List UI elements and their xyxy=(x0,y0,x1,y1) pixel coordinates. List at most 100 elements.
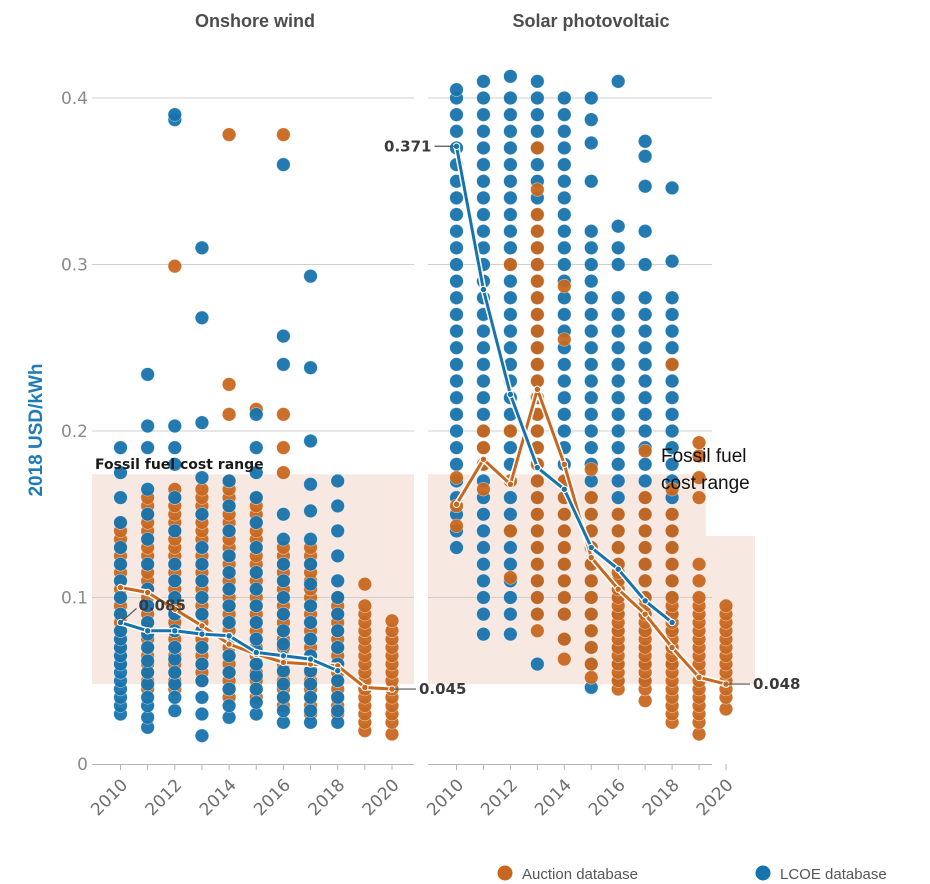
data-point xyxy=(530,557,545,572)
data-point xyxy=(664,180,680,196)
data-point xyxy=(584,407,599,422)
data-point xyxy=(611,457,626,472)
data-point xyxy=(222,407,237,422)
data-point xyxy=(476,107,491,122)
trend-point xyxy=(198,622,206,630)
data-point xyxy=(303,615,318,630)
data-point xyxy=(476,373,491,389)
trend-point xyxy=(225,632,233,640)
data-point xyxy=(557,307,572,322)
trend-point xyxy=(306,655,315,663)
x-tick-label: 2016 xyxy=(585,775,630,820)
data-point xyxy=(638,340,653,355)
data-point xyxy=(303,269,318,284)
data-point xyxy=(530,140,545,156)
data-point xyxy=(638,390,653,405)
data-point xyxy=(303,557,318,572)
data-point xyxy=(222,665,237,680)
data-point xyxy=(222,523,237,539)
data-point xyxy=(449,470,464,485)
data-point xyxy=(584,590,599,605)
data-point xyxy=(584,440,599,455)
data-point xyxy=(140,507,155,522)
annotation-label: 0.371 xyxy=(384,137,431,155)
data-point xyxy=(530,607,545,622)
data-point xyxy=(503,324,518,339)
y-tick-label: 0.4 xyxy=(61,89,88,109)
x-tick-label: 2020 xyxy=(693,775,738,820)
trend-point xyxy=(506,390,515,399)
fossil-band-layer xyxy=(92,474,755,685)
trend-point xyxy=(506,480,515,488)
data-point xyxy=(584,373,599,389)
data-point xyxy=(503,290,518,305)
data-point xyxy=(503,340,518,355)
data-point xyxy=(194,690,210,705)
x-tick-label: 2012 xyxy=(477,775,522,820)
data-point xyxy=(249,407,264,422)
data-point xyxy=(664,324,680,339)
data-point xyxy=(664,573,680,588)
trend-point xyxy=(171,605,179,613)
data-point xyxy=(449,124,464,139)
data-point xyxy=(664,507,680,522)
data-point xyxy=(476,423,491,439)
data-point xyxy=(530,590,545,605)
trend-point xyxy=(479,285,488,294)
trend-point xyxy=(143,627,152,635)
data-point xyxy=(584,135,599,151)
data-point xyxy=(330,590,345,605)
data-point xyxy=(357,577,372,592)
data-point xyxy=(303,632,318,647)
data-point xyxy=(557,523,572,539)
data-point xyxy=(530,490,545,505)
data-point xyxy=(167,418,182,434)
data-point xyxy=(503,224,518,239)
trend-point xyxy=(533,385,542,394)
data-point xyxy=(638,407,653,422)
data-point xyxy=(476,407,491,422)
data-point xyxy=(194,728,210,743)
data-point xyxy=(638,457,653,472)
data-point xyxy=(503,257,518,272)
y-axis-label: 2018 USD/kWh xyxy=(26,363,47,496)
data-point xyxy=(638,134,653,149)
data-point xyxy=(449,440,464,455)
data-point xyxy=(249,465,264,480)
data-point xyxy=(249,540,264,555)
data-point xyxy=(584,423,599,439)
data-point xyxy=(276,357,291,372)
data-point xyxy=(276,532,291,547)
data-point xyxy=(530,324,545,339)
data-point xyxy=(503,490,518,505)
data-point xyxy=(113,540,128,555)
data-point xyxy=(530,656,545,672)
data-point xyxy=(611,523,626,539)
data-point xyxy=(476,557,491,572)
data-point xyxy=(303,676,318,692)
data-point xyxy=(557,224,572,239)
data-point xyxy=(530,124,545,139)
data-point xyxy=(276,507,291,522)
data-point xyxy=(303,503,318,519)
data-point xyxy=(611,490,626,505)
legend-swatch xyxy=(497,865,513,881)
data-point xyxy=(476,74,491,89)
data-point xyxy=(530,357,545,372)
data-point xyxy=(530,423,545,439)
fossil-range-label-solar-line2: cost range xyxy=(661,473,750,494)
data-point xyxy=(664,390,680,405)
data-point xyxy=(140,532,155,547)
annotation-label: 0.085 xyxy=(139,596,186,614)
data-point xyxy=(611,440,626,455)
data-point xyxy=(194,590,210,605)
data-point xyxy=(303,690,318,705)
data-point xyxy=(503,174,518,189)
data-point xyxy=(476,340,491,355)
trend-point xyxy=(587,553,595,562)
data-point xyxy=(664,307,680,322)
data-point xyxy=(530,74,545,89)
data-point xyxy=(140,640,155,655)
legend-swatch xyxy=(755,865,771,881)
data-point xyxy=(530,207,545,222)
